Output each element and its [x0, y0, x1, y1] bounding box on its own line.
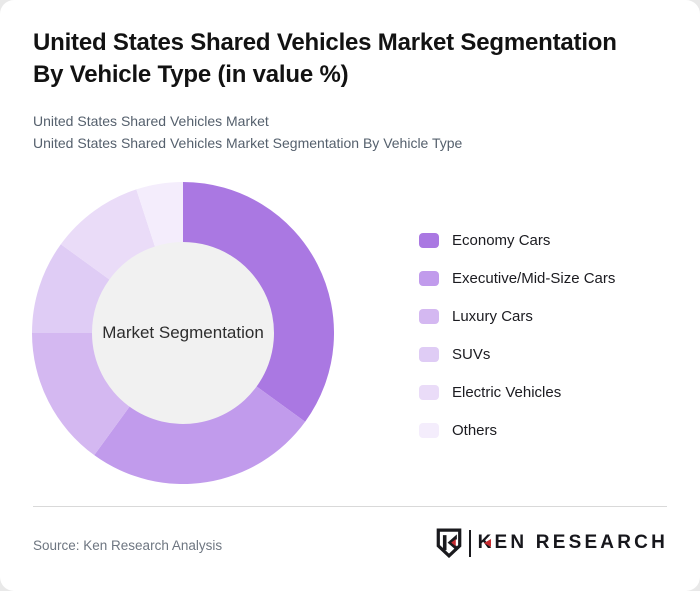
- logo-wordmark-text: KEN RESEARCH: [477, 532, 668, 553]
- legend-item-electric-vehicles[interactable]: Electric Vehicles: [419, 373, 615, 411]
- subtitle-line-2: United States Shared Vehicles Market Seg…: [33, 134, 463, 151]
- title-line-1: United States Shared Vehicles Market Seg…: [33, 29, 617, 56]
- legend-label: Luxury Cars: [452, 307, 533, 325]
- logo-wordmark: KEN RESEARCH: [478, 532, 668, 554]
- donut-segment-3[interactable]: [32, 244, 110, 333]
- donut-svg: [32, 182, 334, 484]
- legend-label: Economy Cars: [452, 231, 551, 249]
- legend-swatch: [419, 384, 439, 400]
- logo-k-triangle-icon: [484, 539, 492, 547]
- source-note: Source: Ken Research Analysis: [33, 538, 223, 553]
- legend-swatch: [419, 232, 439, 248]
- donut-center-circle: [91, 241, 275, 425]
- logo-divider: [468, 529, 471, 557]
- title-line-2: By Vehicle Type (in value %): [33, 60, 349, 88]
- legend-swatch: [419, 270, 439, 286]
- legend-label: Executive/Mid-Size Cars: [452, 269, 616, 287]
- legend-swatch: [419, 422, 439, 438]
- legend-label: SUVs: [452, 345, 491, 363]
- legend-item-others[interactable]: Others: [419, 411, 615, 449]
- subtitle-line-1: United States Shared Vehicles Market: [33, 113, 269, 129]
- donut-segment-5[interactable]: [136, 182, 183, 247]
- page-title: United States Shared Vehicles Market Seg…: [33, 27, 678, 90]
- legend-item-executive-mid-size-cars[interactable]: Executive/Mid-Size Cars: [419, 259, 615, 297]
- legend-swatch: [419, 346, 439, 362]
- donut-segment-4[interactable]: [60, 189, 155, 280]
- donut-segment-2[interactable]: [32, 333, 130, 456]
- footer-divider: [33, 506, 667, 507]
- legend-item-economy-cars[interactable]: Economy Cars: [419, 221, 615, 259]
- chart-legend: Economy Cars Executive/Mid-Size Cars Lux…: [419, 221, 615, 449]
- legend-swatch: [419, 308, 439, 324]
- legend-item-suvs[interactable]: SUVs: [419, 335, 615, 373]
- legend-label: Others: [452, 421, 498, 439]
- legend-label: Electric Vehicles: [452, 383, 562, 401]
- ken-research-logo: KEN RESEARCH: [436, 527, 668, 559]
- chart-subtitle: United States Shared Vehicles Market Uni…: [33, 111, 678, 154]
- legend-item-luxury-cars[interactable]: Luxury Cars: [419, 297, 615, 335]
- donut-segment-1[interactable]: [94, 386, 306, 484]
- ken-research-shield-icon: [436, 528, 461, 558]
- donut-chart: Market Segmentation: [32, 182, 334, 484]
- donut-segment-0[interactable]: [183, 182, 334, 422]
